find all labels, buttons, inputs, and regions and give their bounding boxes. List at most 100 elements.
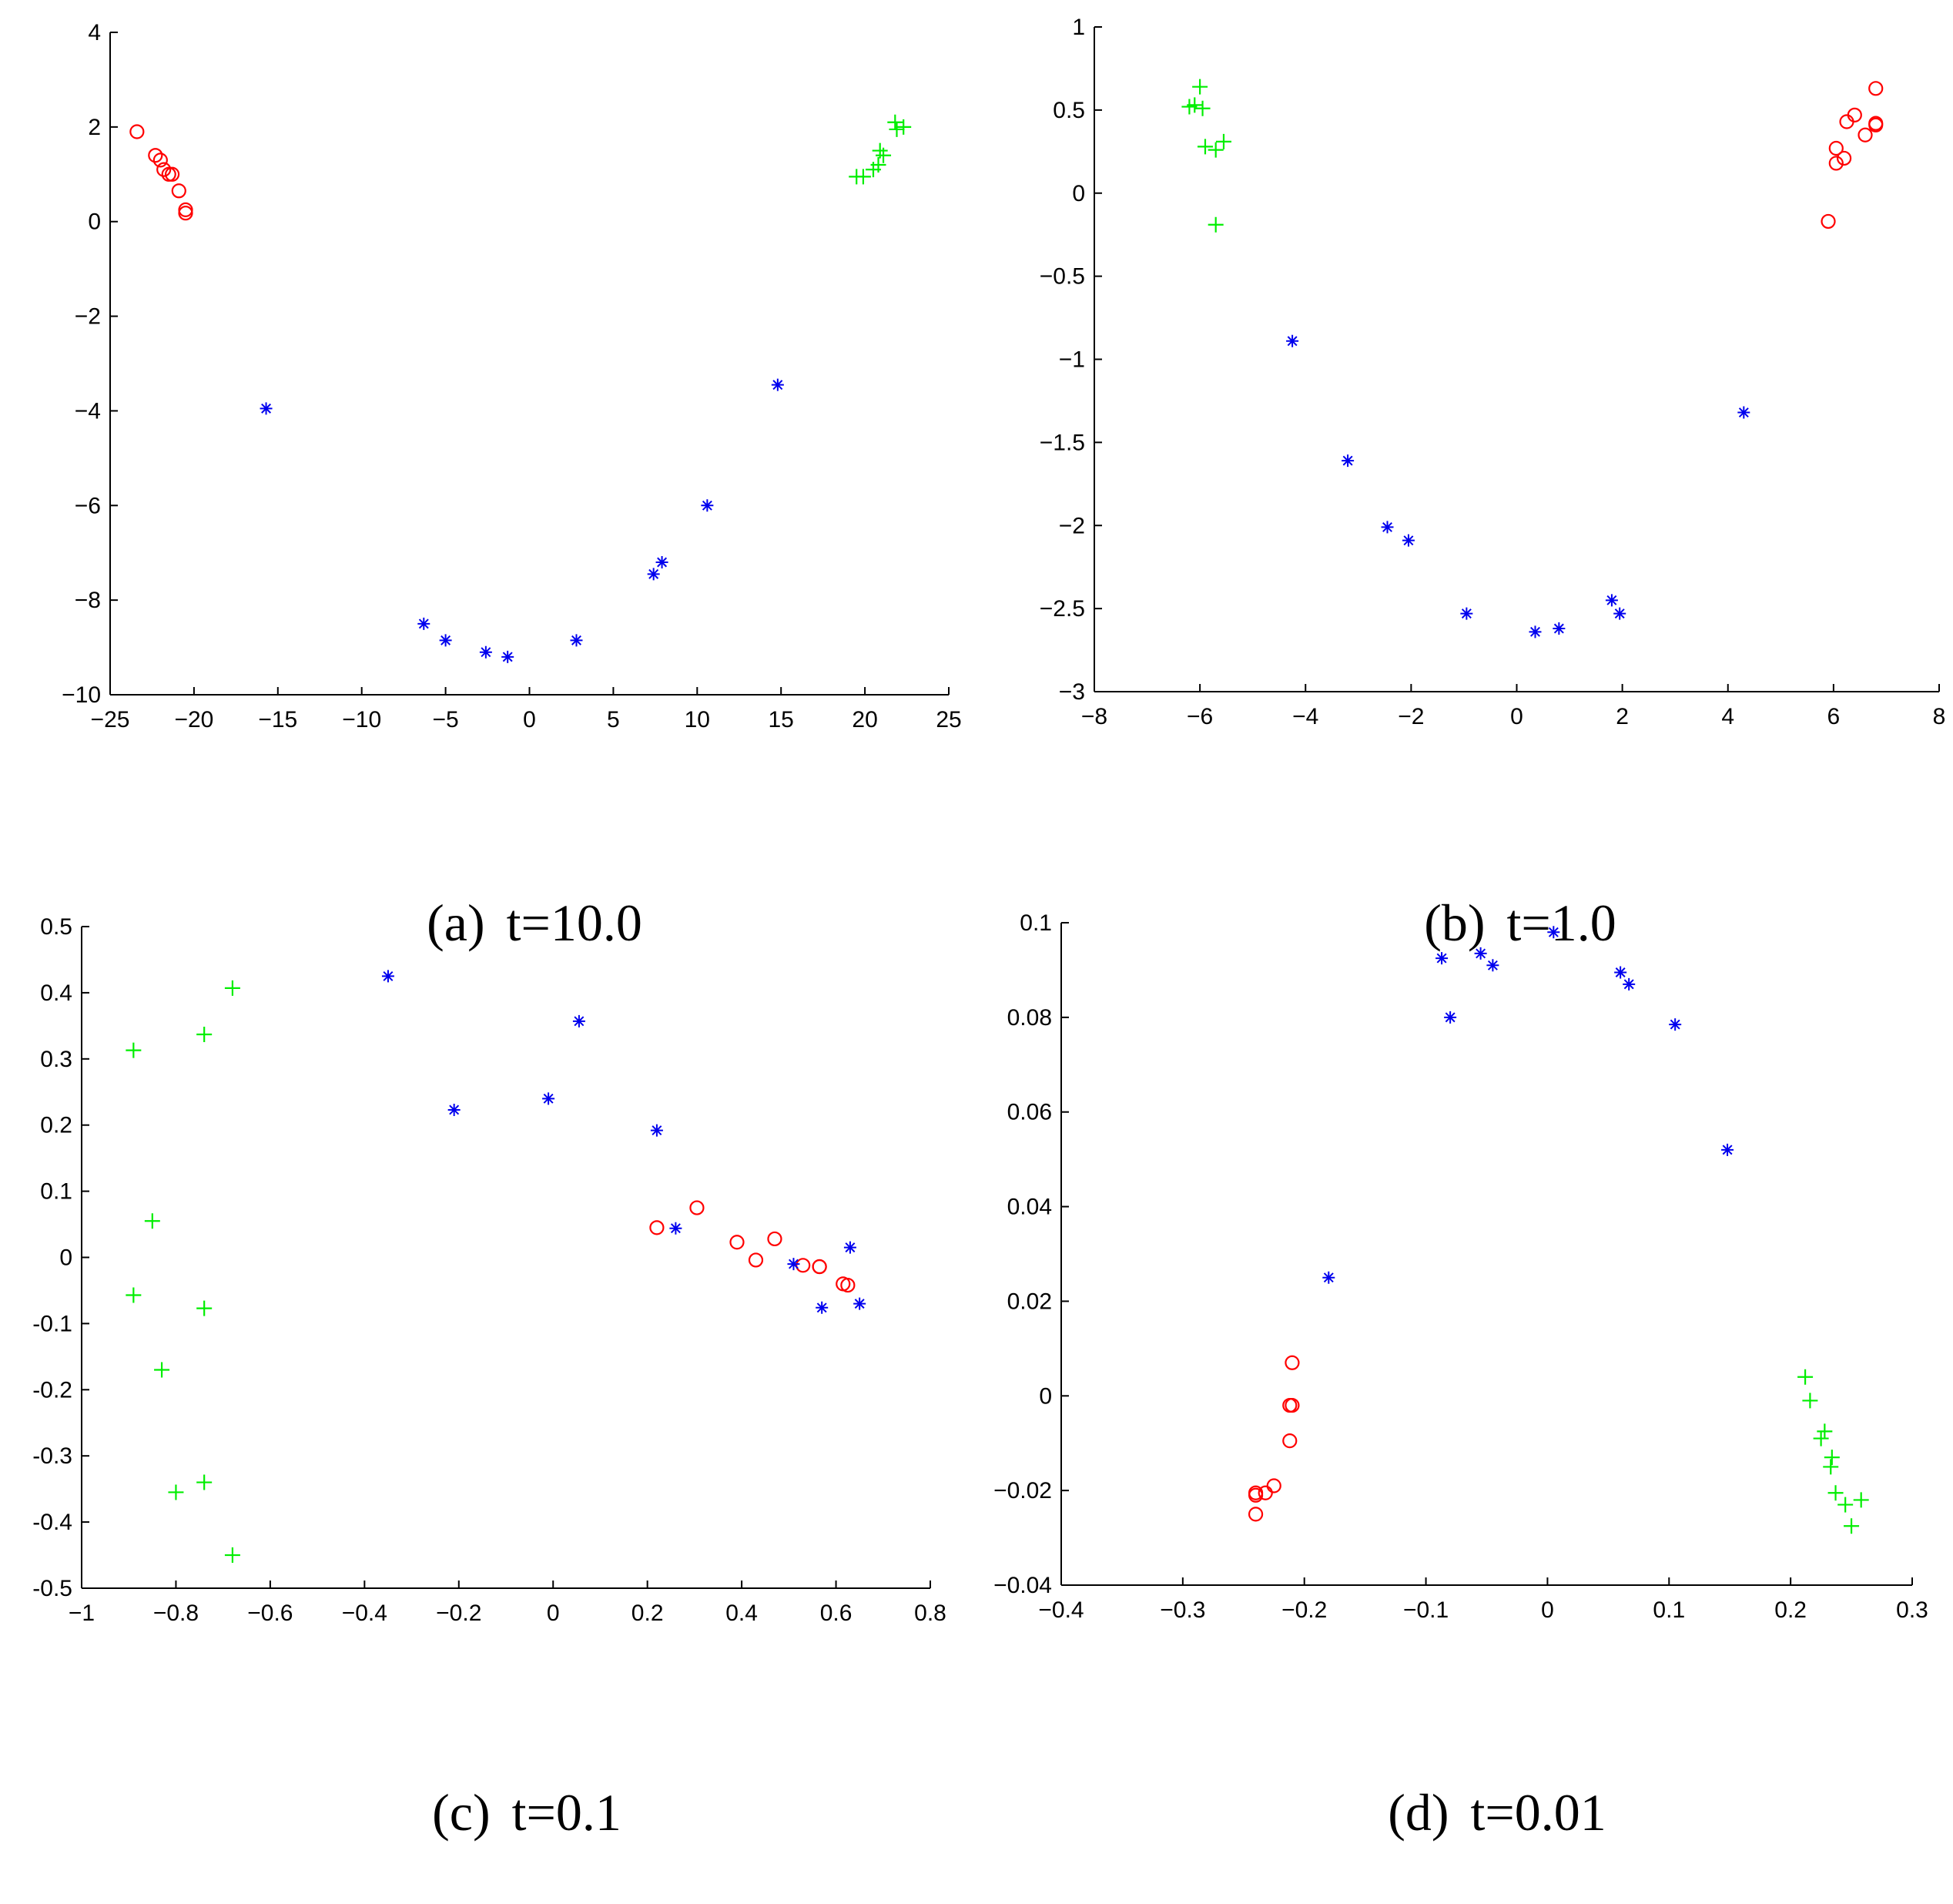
plus-point (224, 980, 240, 996)
plus-point (1187, 97, 1203, 113)
panel-d: −0.4 −0.3 −0.2 −0.1 0 0.1 0.2 0.3 −0.04 −0.02 0 0.0… (976, 893, 1953, 1664)
panel-a: −25 −20 −15 −10 −5 0 5 10 15 20 25 −10 −8 −6 −4 −2 0 2 4 (0, 0, 976, 770)
circle-point (1847, 107, 1862, 122)
star-point (1553, 622, 1566, 635)
caption-d-param: t=0.01 (1470, 1783, 1606, 1842)
plot-svg: −0.4 −0.3 −0.2 −0.1 0 0.1 0.2 0.3 −0.04 −0.02 0 0.0… (993, 910, 1928, 1623)
circle-point (840, 1277, 856, 1293)
star-point (260, 402, 273, 415)
star-point (1737, 406, 1750, 419)
plus-point (168, 1484, 184, 1500)
y-tick-label: 0 (1039, 1383, 1052, 1409)
plus-point (889, 121, 905, 137)
plus-point (224, 1547, 240, 1564)
plus-point (1797, 1369, 1814, 1385)
plus-point (870, 157, 886, 173)
caption-a-label: (a) (427, 893, 485, 952)
star-point (1381, 521, 1394, 534)
x-tick-label: 0 (547, 1601, 560, 1626)
circle-point (649, 1220, 665, 1235)
plus-point (1208, 142, 1224, 158)
plus-point (1837, 1497, 1854, 1513)
circle-point (1258, 1485, 1273, 1500)
circle-point (796, 1258, 811, 1273)
circle-point (1839, 114, 1854, 129)
circle-point (748, 1252, 764, 1268)
y-tick-label: -0.5 (32, 1576, 72, 1601)
circle-point (1868, 116, 1884, 131)
y-tick-label: 0.08 (1007, 1005, 1052, 1031)
plus-point (196, 1300, 213, 1316)
circle-point (152, 153, 168, 168)
series-circle (649, 1200, 856, 1293)
star-point (1614, 966, 1627, 979)
circle-point (812, 1259, 827, 1275)
y-tick-label: 2 (88, 115, 101, 140)
star-point (1605, 594, 1618, 607)
y-tick-label: 0.2 (40, 1113, 72, 1138)
series-star (260, 378, 784, 663)
x-tick-label: −1 (69, 1601, 95, 1626)
plus-point (1208, 216, 1224, 233)
caption-d: (d) t=0.01 (1047, 1721, 1894, 1904)
circle-point (1248, 1507, 1264, 1522)
plus-point (887, 114, 903, 130)
y-tick-label: 0.06 (1007, 1100, 1052, 1125)
x-tick-label: −4 (1292, 704, 1318, 729)
circle-point (1248, 1487, 1264, 1503)
y-tick-label: −2.5 (1040, 596, 1085, 622)
caption-b-label: (b) (1424, 893, 1486, 952)
y-tick-label: 0 (1072, 181, 1085, 206)
x-tick-label: −5 (432, 707, 458, 732)
plus-point (154, 1362, 170, 1378)
star-point (479, 645, 492, 659)
star-point (843, 1241, 856, 1254)
x-tick-label: 0.3 (1896, 1597, 1928, 1623)
star-point (1721, 1143, 1734, 1156)
caption-d-label: (d) (1388, 1783, 1449, 1842)
caption-b-param: t=1.0 (1506, 893, 1616, 952)
y-tick-label: 0.3 (40, 1047, 72, 1072)
y-tick-label: −0.04 (993, 1573, 1052, 1598)
circle-point (129, 124, 145, 139)
caption-a: (a) t=10.0 (85, 832, 932, 1014)
x-tick-label: 0 (523, 707, 536, 732)
plus-point (196, 1474, 213, 1490)
y-tick-label: −2 (75, 304, 101, 330)
plus-point (1817, 1423, 1833, 1440)
x-tick-label: 0.1 (1653, 1597, 1685, 1623)
plus-point (1802, 1393, 1818, 1409)
star-point (501, 650, 514, 663)
y-tick-label: 0.5 (1053, 98, 1085, 123)
y-tick-label: −0.5 (1040, 264, 1085, 290)
circle-point (689, 1200, 705, 1215)
y-tick-label: −6 (75, 493, 101, 518)
x-tick-label: 10 (685, 707, 710, 732)
series-plus (126, 980, 240, 1564)
star-point (542, 1092, 555, 1105)
y-tick-label: 0.04 (1007, 1195, 1052, 1220)
x-tick-label: 20 (852, 707, 877, 732)
star-point (1474, 947, 1487, 960)
circle-point (1828, 156, 1844, 171)
x-tick-label: −0.3 (1160, 1597, 1205, 1623)
y-tick-label: 0.5 (40, 914, 72, 940)
star-point (853, 1297, 866, 1310)
x-tick-label: 0.2 (1774, 1597, 1807, 1623)
x-tick-label: −0.2 (1281, 1597, 1327, 1623)
x-tick-label: 4 (1721, 704, 1734, 729)
series-star (381, 970, 866, 1314)
star-point (1435, 952, 1449, 965)
y-tick-label: 4 (88, 20, 101, 45)
plus-point (1215, 133, 1231, 149)
y-tick-label: −0.02 (993, 1478, 1052, 1503)
star-point (1486, 959, 1499, 972)
star-point (439, 634, 452, 647)
series-plus (1181, 79, 1231, 233)
y-tick-label: −8 (75, 588, 101, 613)
y-tick-label: -0.1 (32, 1311, 72, 1336)
circle-point (1285, 1397, 1300, 1413)
x-tick-label: 0.8 (914, 1601, 946, 1626)
plot-svg: −8 −6 −4 −2 0 2 4 6 8 −3 −2.5 −2 −1.5 −1 −0.5 0 0.5 1 (1040, 15, 1946, 729)
star-point (417, 617, 430, 630)
